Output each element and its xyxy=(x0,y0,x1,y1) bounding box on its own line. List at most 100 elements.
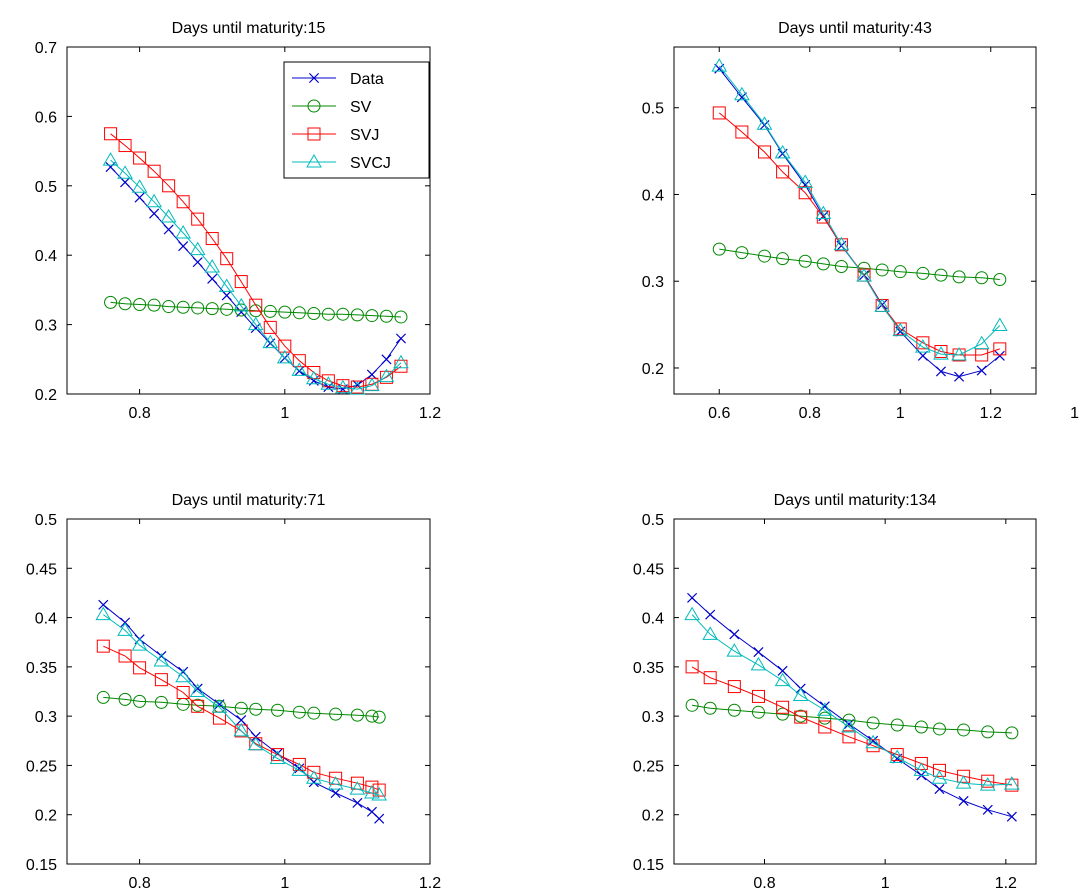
data-point-sv xyxy=(875,263,889,277)
chart-title: Days until maturity:71 xyxy=(172,492,326,509)
data-point-data xyxy=(352,797,363,808)
data-point-sv xyxy=(952,270,966,284)
series-sv xyxy=(104,295,408,324)
data-point-svj xyxy=(957,769,971,783)
data-point-svj xyxy=(234,275,248,289)
data-point-svcj xyxy=(734,86,750,101)
axes-frame xyxy=(673,46,1037,395)
data-point-sv xyxy=(981,725,995,739)
data-point-data xyxy=(330,787,341,799)
data-point-sv xyxy=(307,306,321,320)
series-svcj xyxy=(684,606,1020,791)
legend-marker-data xyxy=(308,72,320,84)
chart-title: Days until maturity:15 xyxy=(172,20,326,37)
data-point-svcj xyxy=(320,376,337,390)
data-point-svcj xyxy=(117,622,133,636)
data-point-svj xyxy=(321,374,335,388)
data-point-svcj xyxy=(378,368,395,383)
data-point-data xyxy=(178,241,189,252)
data-point-svj xyxy=(147,164,161,178)
data-point-data xyxy=(395,333,406,344)
data-point-svcj xyxy=(349,381,366,395)
data-point-svj xyxy=(118,139,132,153)
x-tick-label: 1.2 xyxy=(419,405,441,422)
data-point-svcj xyxy=(816,702,833,716)
data-point-data xyxy=(98,599,109,610)
data-point-sv xyxy=(118,297,132,311)
data-point-data xyxy=(736,92,747,103)
y-tick-label: 0.4 xyxy=(642,187,664,204)
subplot-2: Days until maturity:43 0.6 0.8 1 1.2 1.4 0.2 0.… xyxy=(642,20,1079,422)
subplot-4: Days until maturity:134 0.8 1 1.2 0.15 0.2 0.2… xyxy=(633,492,1037,892)
data-point-data xyxy=(366,369,377,380)
data-point-svcj xyxy=(233,297,250,312)
y-tick-label: 0.25 xyxy=(26,758,57,775)
series-svcj xyxy=(95,606,388,801)
data-point-svj xyxy=(703,671,717,685)
data-point-data xyxy=(705,609,716,620)
data-point-svcj xyxy=(189,683,206,697)
data-point-svcj xyxy=(371,787,388,801)
data-point-sv xyxy=(234,701,248,715)
chart-title: Days until maturity:43 xyxy=(778,20,932,37)
data-point-sv xyxy=(292,705,306,719)
y-tick-label: 0.15 xyxy=(26,857,57,874)
data-point-svj xyxy=(176,195,190,209)
data-point-svj xyxy=(191,212,205,226)
y-tick-label: 0.5 xyxy=(642,512,664,529)
data-point-svcj xyxy=(774,144,791,159)
data-point-svj xyxy=(350,380,364,394)
data-point-sv xyxy=(271,703,285,717)
data-point-svcj xyxy=(364,785,380,799)
data-point-svcj xyxy=(291,362,308,376)
series-data xyxy=(687,592,1017,822)
data-point-svcj xyxy=(889,749,906,764)
data-point-sv xyxy=(893,265,907,279)
data-point-sv xyxy=(866,716,880,730)
data-point-sv xyxy=(798,254,812,268)
data-point-svj xyxy=(162,179,176,193)
series-line-svcj xyxy=(718,65,1001,356)
data-point-data xyxy=(134,192,145,203)
data-point-sv xyxy=(816,257,830,271)
data-point-svcj xyxy=(175,224,192,239)
data-point-sv xyxy=(336,307,350,321)
data-point-sv xyxy=(890,718,904,732)
legend-marker-sv xyxy=(307,99,321,113)
data-point-svj xyxy=(685,660,699,674)
data-point-svcj xyxy=(865,734,881,749)
data-point-data xyxy=(1006,811,1017,822)
x-tick-label: 1.2 xyxy=(419,875,441,892)
data-point-svj xyxy=(794,710,808,724)
data-point-svj xyxy=(205,232,219,246)
data-point-svj xyxy=(336,379,350,393)
data-point-sv xyxy=(975,271,989,285)
series-sv xyxy=(96,690,386,724)
y-tick-label: 0.15 xyxy=(633,857,664,874)
data-point-svcj xyxy=(711,58,728,72)
data-point-svcj xyxy=(95,606,112,621)
subplot-3: Days until maturity:71 0.8 1 1.2 0.15 0.2 0.25… xyxy=(26,492,441,892)
data-point-data xyxy=(868,735,879,746)
data-point-svcj xyxy=(305,370,322,385)
data-point-svcj xyxy=(726,643,743,657)
data-point-data xyxy=(994,350,1005,361)
data-point-sv xyxy=(329,707,343,721)
data-point-svcj xyxy=(815,205,832,220)
x-tick-label: 1.2 xyxy=(980,405,1002,422)
legend-label-data: Data xyxy=(350,71,384,88)
data-point-data xyxy=(935,366,947,377)
legend-label-sv: SV xyxy=(350,99,372,116)
y-tick-label: 0.35 xyxy=(633,660,664,677)
data-point-data xyxy=(105,162,116,173)
data-point-svj xyxy=(776,165,790,179)
data-point-svcj xyxy=(979,777,996,791)
data-point-data xyxy=(753,647,764,658)
series-line-data xyxy=(102,604,380,820)
data-point-svcj xyxy=(393,354,409,369)
data-point-svj xyxy=(220,252,234,266)
data-point-svj xyxy=(932,763,946,777)
data-point-svj xyxy=(154,673,168,687)
data-point-sv xyxy=(278,305,292,319)
data-point-sv xyxy=(154,695,168,709)
